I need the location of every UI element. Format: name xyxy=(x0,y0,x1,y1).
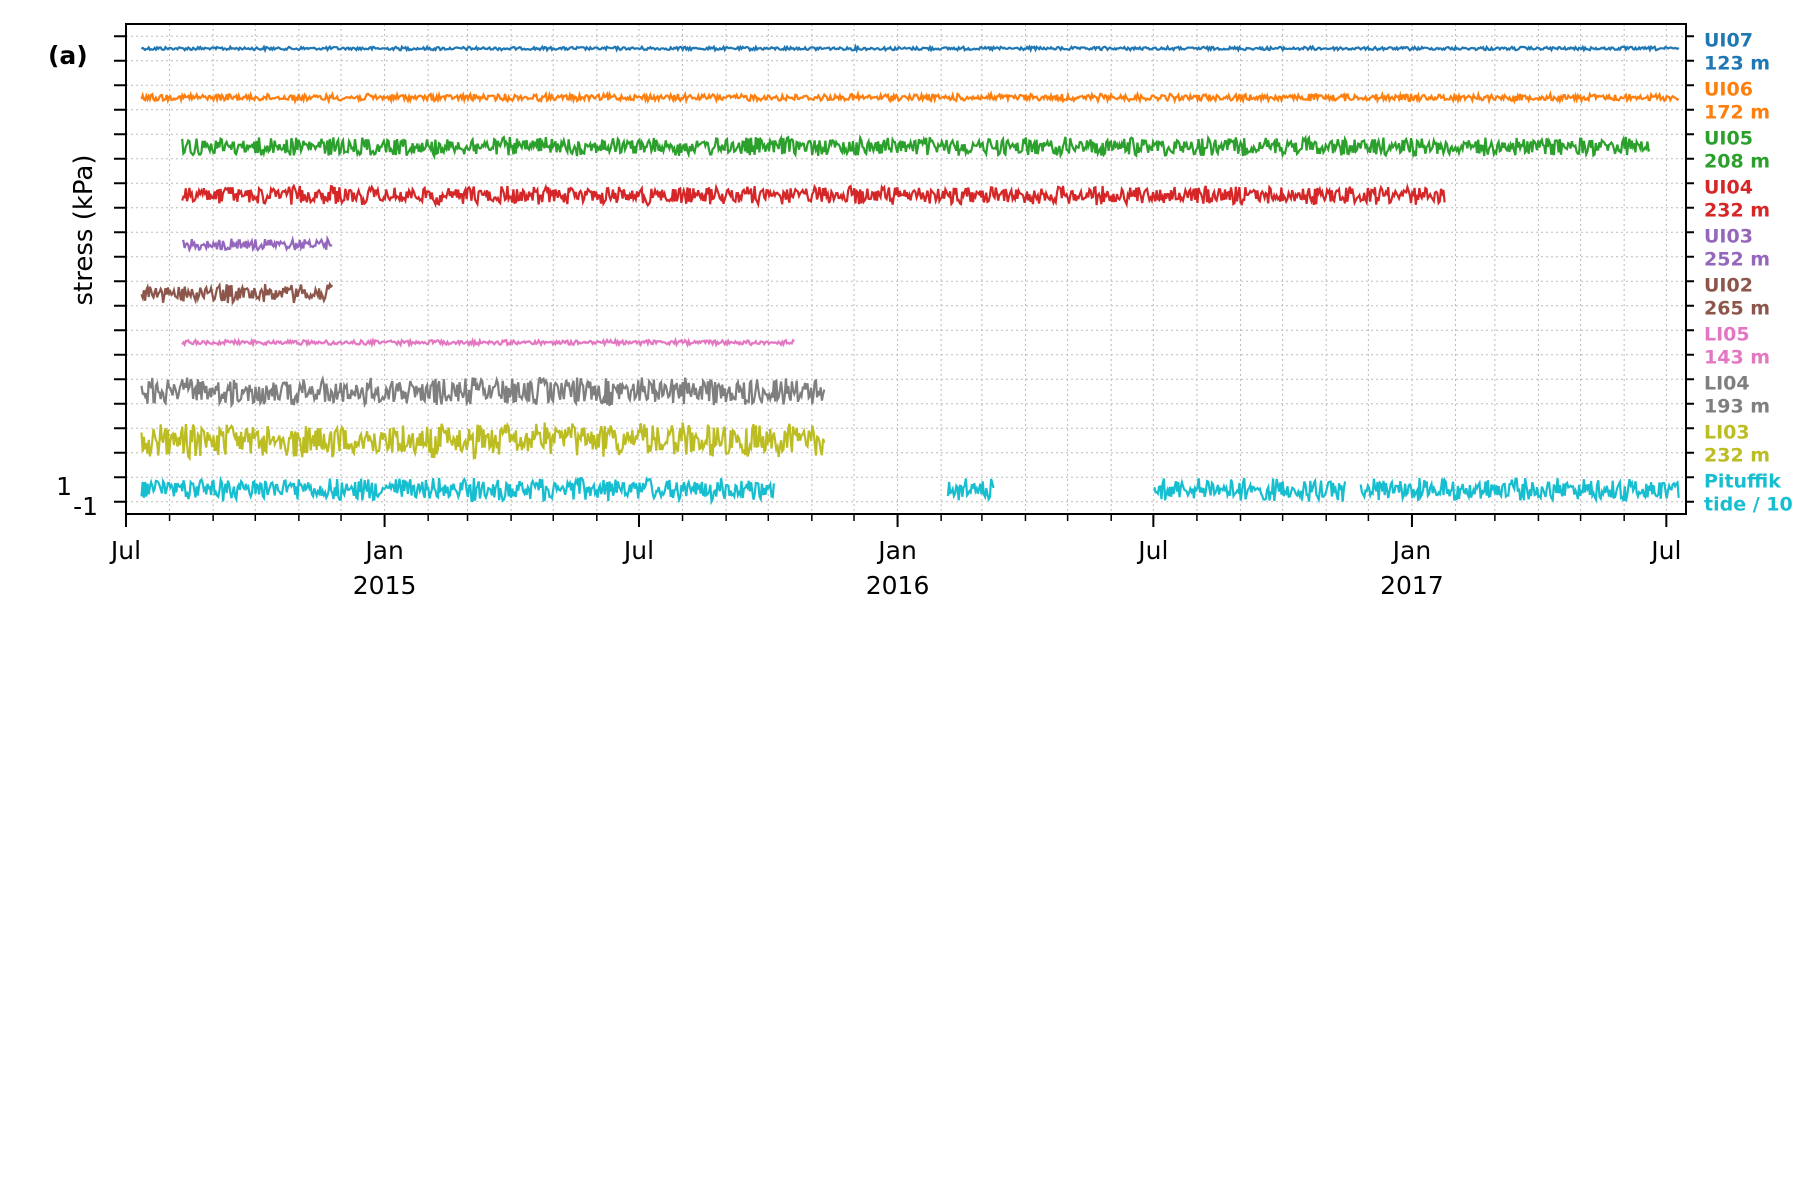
x-tick-year-label: 2015 xyxy=(353,571,417,600)
x-tick-year-label: 2017 xyxy=(1380,571,1444,600)
y-tick-label-minus-1: -1 xyxy=(73,492,98,521)
x-tick-label: Jul xyxy=(1136,536,1168,565)
series-label-li03: LI03 xyxy=(1704,422,1750,444)
series-label-ui02: UI02 xyxy=(1704,275,1753,297)
series-labels: Jul Jan 2015 Jul Jan 2016 Jul Jan 2017 Jul UI07123… xyxy=(109,30,1793,601)
series-line-li04 xyxy=(140,374,826,409)
series-line-ui02 xyxy=(140,281,334,306)
series-depth-li05: 143 m xyxy=(1704,347,1770,369)
x-tick-label: Jul xyxy=(1649,536,1681,565)
y-tick-label-1: 1 xyxy=(56,472,72,501)
series-lines xyxy=(140,43,1680,506)
series-depth-ui07: 123 m xyxy=(1704,53,1770,75)
series-depth-ui02: 265 m xyxy=(1704,298,1770,320)
y-axis-label: stress (kPa) xyxy=(69,155,99,306)
series-depth-ui04: 232 m xyxy=(1704,200,1770,222)
series-label-li05: LI05 xyxy=(1704,324,1750,346)
series-label-ui06: UI06 xyxy=(1704,79,1753,101)
series-depth-li03: 232 m xyxy=(1704,445,1770,467)
panel-label: (a) xyxy=(48,41,88,70)
series-line-ui05 xyxy=(181,133,1651,161)
x-tick-label: Jan xyxy=(363,536,404,565)
grid xyxy=(125,24,1686,514)
x-tick-label: Jul xyxy=(109,536,141,565)
series-line-ui06 xyxy=(140,89,1680,105)
x-tick-label: Jan xyxy=(876,536,917,565)
series-depth-ui05: 208 m xyxy=(1704,151,1770,173)
series-depth-ui03: 252 m xyxy=(1704,249,1770,271)
axes xyxy=(114,35,1694,527)
series-label-li04: LI04 xyxy=(1704,373,1750,395)
series-line-ui04 xyxy=(181,182,1446,209)
series-line-li05 xyxy=(181,336,795,349)
series-label-pituffik: Pituffik xyxy=(1704,471,1781,493)
x-tick-label: Jan xyxy=(1391,536,1432,565)
x-tick-year-label: 2016 xyxy=(866,571,930,600)
x-tick-label: Jul xyxy=(622,536,654,565)
series-label-ui04: UI04 xyxy=(1704,177,1753,199)
series-depth-ui06: 172 m xyxy=(1704,102,1770,124)
series-line-ui07 xyxy=(140,43,1680,54)
series-line-pituffik xyxy=(140,475,1680,506)
series-depth-pituffik: tide / 10 xyxy=(1704,494,1793,516)
series-line-ui03 xyxy=(181,234,333,253)
series-depth-li04: 193 m xyxy=(1704,396,1770,418)
series-line-li03 xyxy=(140,421,826,462)
series-label-ui07: UI07 xyxy=(1704,30,1753,52)
series-label-ui03: UI03 xyxy=(1704,226,1753,248)
plot-frame xyxy=(125,23,1687,515)
series-label-ui05: UI05 xyxy=(1704,128,1753,150)
